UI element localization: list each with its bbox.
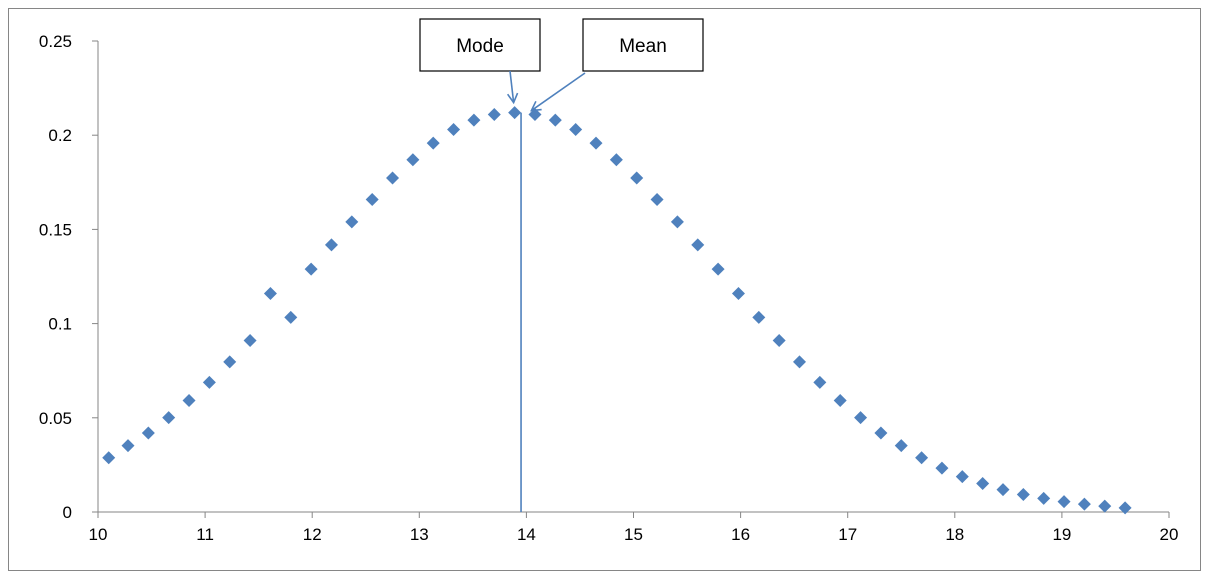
data-point [1077,497,1091,511]
data-point [935,461,949,475]
data-point [223,355,237,369]
data-point [243,334,257,348]
data-point [202,375,216,389]
x-axis-ticks: 10 11 12 13 14 15 16 17 18 19 20 [89,512,1179,544]
mode-callout-label: Mode [456,36,504,57]
callouts: Mode Mean [419,18,704,112]
chart-frame [8,8,1201,571]
data-point [406,153,420,167]
data-point [630,171,644,185]
data-point [528,107,542,121]
data-point [263,286,277,300]
data-point [894,439,908,453]
y-axis-ticks: 0 0.05 0.1 0.15 0.2 0.25 [39,32,98,522]
x-tick-label: 11 [196,525,214,544]
data-point [569,123,583,137]
data-point [609,153,623,167]
data-point [141,426,155,440]
data-point [670,215,684,229]
data-point [182,393,196,407]
y-tick-label: 0.2 [48,126,72,145]
data-point [324,238,338,252]
data-point [304,262,318,276]
data-point [386,171,400,185]
data-point [976,477,990,491]
axes [97,41,1169,513]
mode-callout-arrow [506,70,519,105]
data-point [508,106,522,120]
mean-callout-arrow [530,72,586,112]
data-point [548,113,562,127]
y-tick-label: 0.05 [39,409,72,428]
data-point [874,426,888,440]
mean-callout-box [582,18,704,72]
data-point [650,192,664,206]
y-tick-label: 0.1 [48,315,72,334]
data-point [793,355,807,369]
data-point [752,310,766,324]
data-point [772,334,786,348]
data-point [711,262,725,276]
data-point [854,411,868,425]
x-tick-label: 19 [1052,525,1071,544]
x-tick-label: 13 [410,525,429,544]
data-point [1037,491,1051,505]
data-point [955,470,969,484]
y-tick-label: 0.25 [39,32,72,51]
mean-callout-label: Mean [619,36,667,57]
data-point [467,113,481,127]
data-point [102,451,116,465]
data-point [162,411,176,425]
x-tick-label: 14 [517,525,536,544]
data-point [915,451,929,465]
data-point [833,393,847,407]
data-point [589,136,603,150]
data-point [996,483,1010,497]
data-point [691,238,705,252]
data-point [1057,495,1071,509]
mode-callout-box [419,18,541,72]
data-point [1118,501,1132,515]
data-point [121,439,135,453]
x-tick-label: 15 [624,525,643,544]
data-point [345,215,359,229]
data-point [426,136,440,150]
data-point [1016,487,1030,501]
data-point [365,192,379,206]
data-point [1098,499,1112,513]
data-point [447,123,461,137]
x-tick-label: 20 [1160,525,1179,544]
x-tick-label: 18 [945,525,964,544]
x-tick-label: 12 [303,525,322,544]
data-point [284,310,298,324]
x-tick-label: 16 [731,525,750,544]
x-tick-label: 17 [838,525,857,544]
data-point [487,107,501,121]
y-tick-label: 0 [63,503,72,522]
x-tick-label: 10 [89,525,108,544]
data-point [731,286,745,300]
y-tick-label: 0.15 [39,220,72,239]
data-point [813,375,827,389]
data-points [102,106,1132,515]
